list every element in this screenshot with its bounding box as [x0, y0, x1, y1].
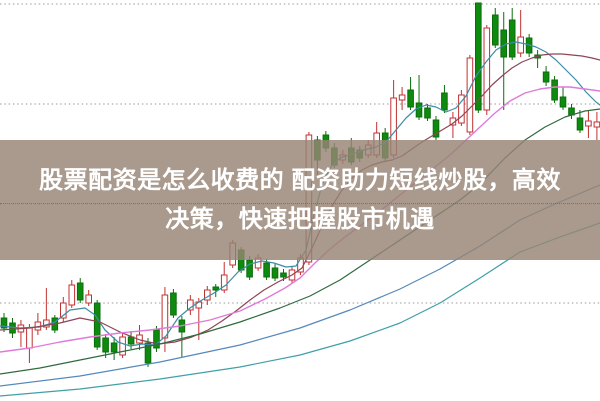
promo-banner-overlay: 股票配资是怎么收费的 配资助力短线炒股，高效 决策，快速把握股市机遇: [0, 140, 600, 260]
ma-line-MA30: [0, 108, 600, 375]
candle-up: [458, 94, 465, 124]
candle-down: [500, 29, 507, 58]
candle-down: [424, 107, 431, 119]
candle-down: [0, 317, 8, 329]
candle-up: [187, 299, 194, 311]
candle-down: [551, 79, 558, 101]
candle-down: [407, 89, 414, 108]
candle-up: [517, 36, 525, 54]
candle-down: [153, 329, 160, 349]
candle-down: [432, 119, 440, 138]
candle-up: [585, 120, 592, 127]
candle-down: [280, 272, 287, 278]
candle-up: [466, 57, 474, 133]
candle-up: [26, 327, 33, 349]
candle-up: [483, 27, 491, 111]
candle-down: [93, 302, 101, 348]
candle-down: [212, 286, 220, 291]
banner-text-line-2: 决策，快速把握股市机遇: [165, 206, 435, 233]
candle-down: [263, 262, 270, 278]
candle-up: [398, 94, 406, 101]
candle-down: [144, 342, 152, 364]
candle-down: [508, 19, 516, 58]
candle-down: [576, 117, 584, 131]
gridline-over-banner: [0, 203, 600, 204]
candle-down: [170, 292, 177, 316]
candle-down: [127, 336, 135, 345]
candle-down: [492, 14, 499, 46]
candle-up: [68, 284, 76, 306]
candle-down: [441, 92, 448, 111]
candle-up: [85, 294, 93, 304]
candle-down: [559, 96, 567, 108]
candle-up: [119, 336, 126, 356]
candle-down: [102, 337, 109, 353]
candle-up: [220, 274, 228, 291]
candle-down: [542, 71, 550, 83]
candle-up: [593, 121, 600, 128]
candle-up: [161, 294, 169, 339]
candle-down: [76, 282, 84, 301]
candle-down: [415, 102, 423, 118]
banner-text-line-1: 股票配资是怎么收费的 配资助力短线炒股，高效: [39, 167, 561, 194]
candle-down: [271, 267, 279, 279]
candle-down: [246, 259, 253, 278]
candle-down: [475, 2, 482, 111]
candle-down: [110, 342, 118, 353]
candle-up: [60, 302, 67, 319]
